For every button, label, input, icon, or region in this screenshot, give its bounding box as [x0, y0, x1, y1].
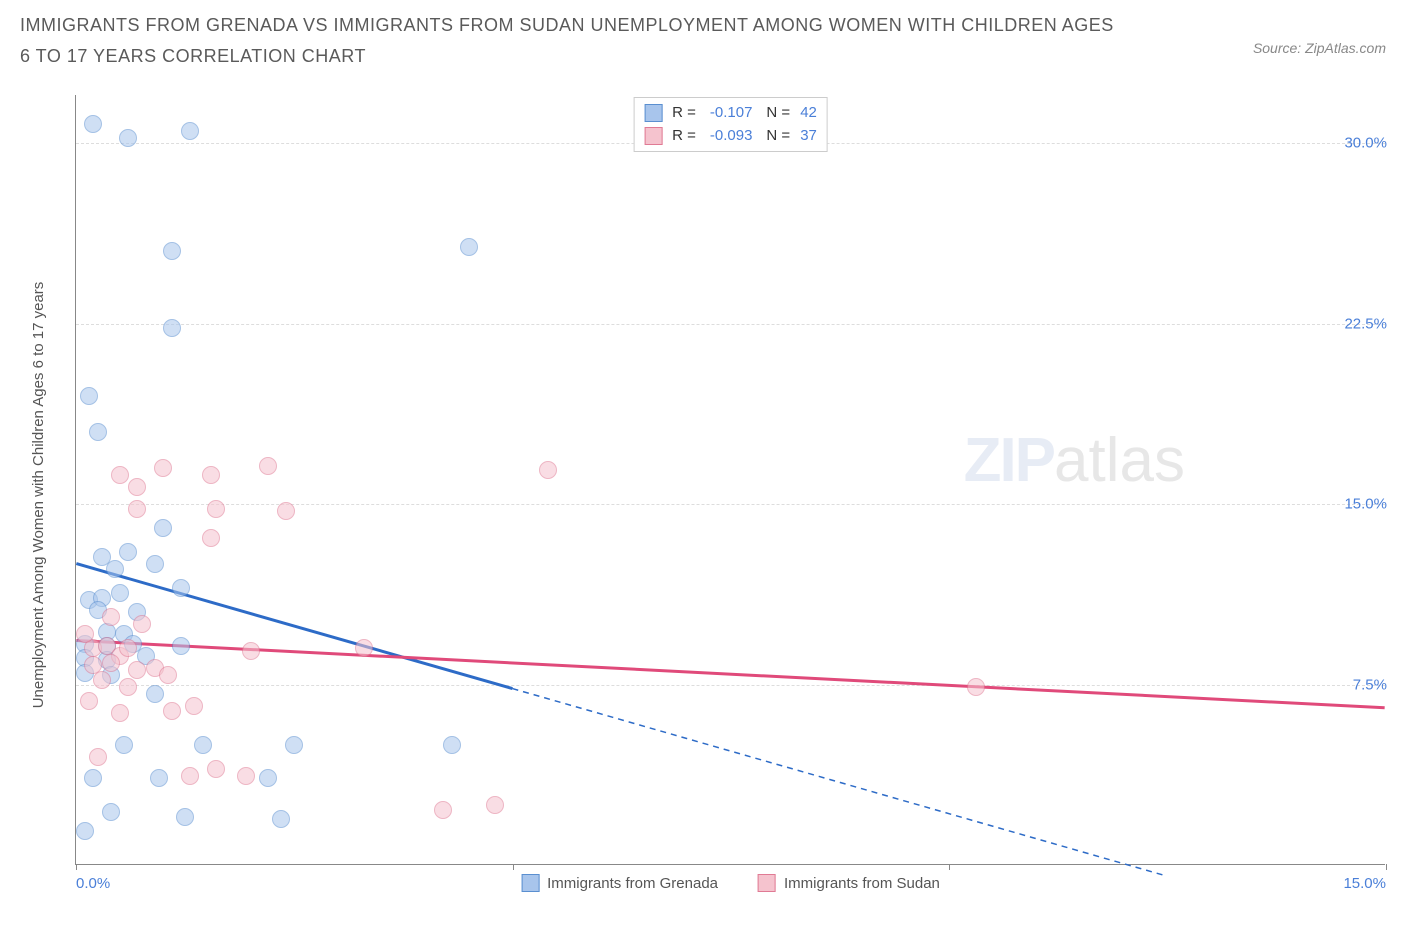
- data-point-sudan: [128, 500, 146, 518]
- n-label: N =: [766, 125, 790, 148]
- legend-label: Immigrants from Grenada: [547, 875, 718, 892]
- legend-item-grenada: Immigrants from Grenada: [521, 874, 718, 892]
- data-point-grenada: [84, 115, 102, 133]
- data-point-sudan: [967, 678, 985, 696]
- data-point-sudan: [93, 671, 111, 689]
- r-value: -0.107: [710, 102, 753, 125]
- data-point-sudan: [102, 608, 120, 626]
- data-point-sudan: [207, 500, 225, 518]
- data-point-grenada: [163, 319, 181, 337]
- trend-line: [76, 641, 1384, 708]
- swatch-icon: [758, 874, 776, 892]
- data-point-sudan: [119, 639, 137, 657]
- data-point-grenada: [285, 736, 303, 754]
- data-point-sudan: [355, 639, 373, 657]
- stats-legend: R = -0.107 N = 42 R = -0.093 N = 37: [633, 97, 828, 152]
- chart-container: Unemployment Among Women with Children A…: [40, 95, 1386, 895]
- data-point-sudan: [76, 625, 94, 643]
- data-point-grenada: [146, 555, 164, 573]
- data-point-sudan: [80, 692, 98, 710]
- x-tick: [76, 864, 77, 870]
- data-point-grenada: [106, 560, 124, 578]
- data-point-sudan: [89, 748, 107, 766]
- data-point-sudan: [119, 678, 137, 696]
- chart-title: IMMIGRANTS FROM GRENADA VS IMMIGRANTS FR…: [20, 10, 1120, 71]
- series-legend: Immigrants from Grenada Immigrants from S…: [521, 874, 940, 892]
- data-point-grenada: [460, 238, 478, 256]
- data-point-sudan: [111, 704, 129, 722]
- data-point-sudan: [486, 796, 504, 814]
- data-point-sudan: [163, 702, 181, 720]
- data-point-grenada: [84, 769, 102, 787]
- data-point-grenada: [80, 387, 98, 405]
- data-point-grenada: [163, 242, 181, 260]
- data-point-sudan: [159, 666, 177, 684]
- data-point-grenada: [111, 584, 129, 602]
- data-point-sudan: [181, 767, 199, 785]
- data-point-sudan: [202, 529, 220, 547]
- trend-line: [512, 689, 1166, 876]
- x-tick-label: 15.0%: [1343, 875, 1386, 892]
- n-label: N =: [766, 102, 790, 125]
- n-value: 42: [800, 102, 817, 125]
- data-point-sudan: [202, 466, 220, 484]
- data-point-sudan: [185, 697, 203, 715]
- x-tick: [1386, 864, 1387, 870]
- data-point-grenada: [119, 129, 137, 147]
- data-point-grenada: [119, 543, 137, 561]
- x-tick-label: 0.0%: [76, 875, 110, 892]
- n-value: 37: [800, 125, 817, 148]
- r-value: -0.093: [710, 125, 753, 148]
- data-point-grenada: [76, 822, 94, 840]
- r-label: R =: [672, 125, 696, 148]
- data-point-grenada: [150, 769, 168, 787]
- data-point-grenada: [115, 736, 133, 754]
- data-point-sudan: [277, 502, 295, 520]
- data-point-sudan: [539, 461, 557, 479]
- data-point-sudan: [242, 642, 260, 660]
- data-point-grenada: [259, 769, 277, 787]
- trend-lines-layer: [76, 95, 1385, 864]
- x-tick: [949, 864, 950, 870]
- stats-row-sudan: R = -0.093 N = 37: [644, 125, 817, 148]
- data-point-sudan: [128, 661, 146, 679]
- data-point-sudan: [154, 459, 172, 477]
- data-point-sudan: [102, 654, 120, 672]
- data-point-grenada: [272, 810, 290, 828]
- plot-area: ZIPatlas R =-0.107N =42R =-0.093N =37 Im…: [75, 95, 1385, 865]
- data-point-grenada: [172, 637, 190, 655]
- data-point-grenada: [194, 736, 212, 754]
- data-point-grenada: [181, 122, 199, 140]
- r-label: R =: [672, 102, 696, 125]
- legend-item-sudan: Immigrants from Sudan: [758, 874, 940, 892]
- data-point-grenada: [176, 808, 194, 826]
- data-point-grenada: [102, 803, 120, 821]
- data-point-sudan: [237, 767, 255, 785]
- swatch-icon: [644, 127, 662, 145]
- data-point-grenada: [172, 579, 190, 597]
- data-point-grenada: [146, 685, 164, 703]
- data-point-grenada: [154, 519, 172, 537]
- y-axis-label: Unemployment Among Women with Children A…: [30, 282, 47, 709]
- x-tick: [513, 864, 514, 870]
- data-point-sudan: [207, 760, 225, 778]
- swatch-icon: [521, 874, 539, 892]
- data-point-sudan: [133, 615, 151, 633]
- source-attribution: Source: ZipAtlas.com: [1253, 40, 1386, 56]
- data-point-grenada: [89, 423, 107, 441]
- data-point-sudan: [111, 466, 129, 484]
- data-point-sudan: [128, 478, 146, 496]
- data-point-grenada: [443, 736, 461, 754]
- legend-label: Immigrants from Sudan: [784, 875, 940, 892]
- data-point-sudan: [434, 801, 452, 819]
- stats-row-grenada: R = -0.107 N = 42: [644, 102, 817, 125]
- data-point-sudan: [259, 457, 277, 475]
- swatch-icon: [644, 104, 662, 122]
